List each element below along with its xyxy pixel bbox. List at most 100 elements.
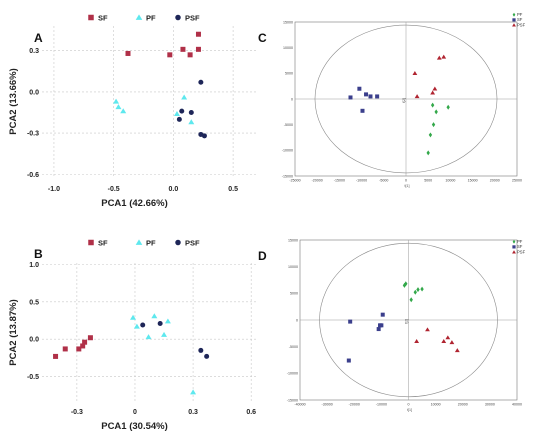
confidence-ellipse	[319, 242, 498, 398]
data-point-psf	[198, 347, 204, 353]
data-point-psf	[441, 54, 447, 59]
y-tick-label: 15000	[283, 20, 293, 24]
data-point-pf	[430, 102, 435, 108]
y-tick-label: -15000	[287, 398, 298, 402]
y-tick-label: -0.3	[27, 131, 39, 138]
data-point-pf	[115, 104, 122, 110]
data-point-psf	[201, 133, 207, 139]
legend-label-psf: PSF	[517, 22, 526, 27]
y-axis-title: t[2]	[405, 319, 409, 324]
legend-marker-sf	[88, 239, 94, 246]
legend-label-pf: PF	[146, 14, 156, 23]
x-tick-label: 0.5	[228, 186, 238, 193]
panel-letter-c: C	[258, 31, 267, 45]
legend-marker-sf	[512, 18, 516, 22]
data-point-sf	[375, 94, 380, 99]
legend-label-sf: SF	[517, 244, 523, 249]
x-tick-label: 40000	[512, 403, 522, 407]
data-point-sf	[380, 312, 385, 317]
chart-panel-a: A -1.0 -0.5 0.0 0.5 -0.6 -0.3 0.0 0.3 PCA1 (42.66…	[8, 14, 257, 209]
data-point-psf	[425, 327, 430, 332]
legend-label-pf: PF	[146, 239, 156, 248]
data-point-psf	[140, 322, 146, 328]
chart-panel-b: B -0.3 0 0.3 0.6 -0.5 0.0 0.5 1.0 PCA1 (30.54%) PC…	[8, 239, 257, 432]
data-point-psf	[414, 339, 420, 344]
data-point-psf	[204, 353, 210, 359]
data-point-psf	[414, 94, 420, 99]
data-point-psf	[179, 108, 185, 114]
data-point-pf	[130, 314, 137, 320]
data-point-sf	[53, 353, 59, 359]
data-point-sf	[348, 319, 353, 324]
data-point-psf	[176, 116, 182, 122]
data-point-sf	[187, 52, 193, 58]
data-point-pf	[428, 132, 433, 138]
data-point-pf	[420, 286, 424, 292]
x-tick-label: -30000	[322, 403, 333, 407]
y-tick-label: 0.0	[29, 89, 39, 96]
data-point-sf	[368, 94, 373, 99]
y-tick-label: -0.5	[27, 374, 39, 381]
panel-letter-d: D	[258, 249, 267, 263]
data-point-sf	[87, 335, 93, 341]
legend-marker-psf	[512, 23, 516, 27]
data-point-pf	[446, 104, 450, 110]
x-axis-title: PCA1 (42.66%)	[101, 198, 168, 209]
data-point-pf	[133, 323, 140, 329]
x-tick-label: 30000	[485, 403, 495, 407]
y-tick-label: 10000	[283, 46, 293, 50]
legend-marker-sf	[512, 245, 516, 249]
x-tick-label: 20000	[458, 403, 468, 407]
data-point-pf	[181, 94, 188, 100]
y-tick-label: -10000	[282, 149, 293, 153]
y-tick-label: 0.3	[29, 48, 39, 55]
data-point-psf	[449, 340, 455, 345]
data-point-sf	[348, 95, 353, 100]
data-point-pf	[413, 289, 417, 295]
legend-marker-psf	[512, 250, 516, 254]
data-point-pf	[151, 313, 158, 319]
y-tick-label: 1.0	[29, 262, 39, 269]
data-point-sf	[82, 339, 88, 345]
panel-letter-a: A	[34, 31, 43, 45]
data-point-sf	[379, 323, 384, 328]
legend-label-psf: PSF	[517, 249, 526, 254]
x-tick-label: -20000	[349, 403, 360, 407]
data-point-psf	[432, 86, 438, 91]
data-point-pf	[409, 297, 413, 303]
legend-label-pf: PF	[517, 12, 523, 17]
x-tick-label: -25000	[289, 179, 300, 183]
confidence-ellipse	[314, 24, 498, 174]
data-point-psf	[188, 109, 194, 115]
x-tick-label: 0	[405, 179, 407, 183]
data-point-pf	[145, 334, 152, 340]
x-tick-label: 20000	[490, 179, 500, 183]
data-point-psf	[412, 71, 418, 76]
data-point-sf	[167, 52, 173, 58]
data-point-psf	[430, 90, 436, 95]
x-tick-label: -40000	[294, 403, 305, 407]
y-tick-label: 0	[291, 97, 293, 101]
data-point-psf	[454, 348, 460, 353]
x-tick-label: -10000	[376, 403, 387, 407]
x-tick-label: -5000	[379, 179, 388, 183]
data-point-sf	[360, 108, 365, 113]
data-point-sf	[364, 92, 369, 97]
y-tick-label: 0	[296, 318, 298, 322]
data-point-sf	[62, 346, 68, 352]
legend-marker-pf	[512, 239, 516, 244]
x-tick-label: -1.0	[48, 186, 60, 193]
legend-label-sf: SF	[98, 239, 108, 248]
data-point-sf	[195, 31, 201, 37]
y-tick-label: -10000	[287, 372, 298, 376]
data-point-pf	[173, 111, 180, 116]
x-tick-label: -20000	[312, 179, 323, 183]
legend-marker-sf	[88, 14, 94, 21]
y-tick-label: -0.6	[27, 172, 39, 179]
chart-panel-d: D -40000 -30000 -20000 -10000 0 10000 20000 3000…	[258, 238, 526, 412]
y-axis-title: t[2]	[402, 98, 406, 103]
legend-label-sf: SF	[517, 17, 523, 22]
y-axis-title: PCA2 (13.87%)	[8, 299, 19, 366]
legend-marker-pf	[135, 14, 143, 20]
y-tick-label: 5000	[285, 72, 293, 76]
